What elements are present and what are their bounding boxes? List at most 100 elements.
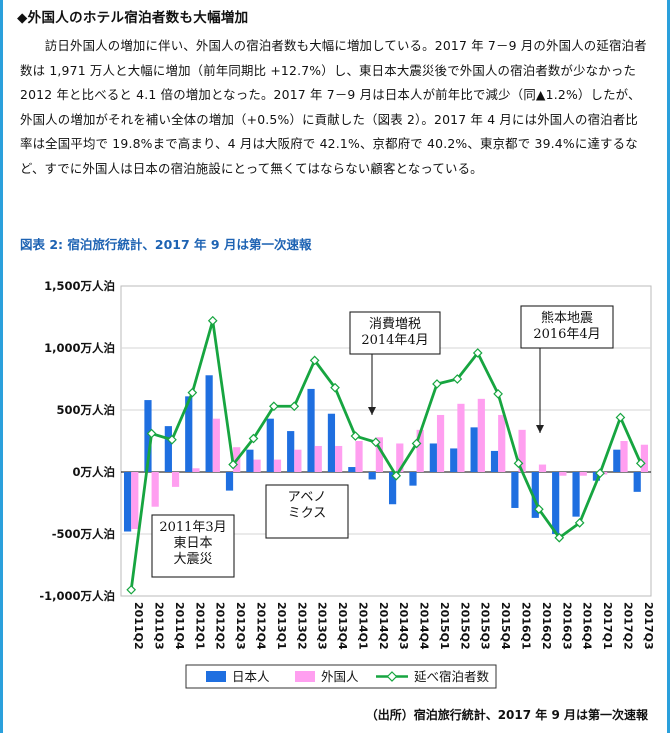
- bar-foreign: [294, 450, 301, 472]
- x-tick-label: 2015Q4: [499, 602, 512, 650]
- bar-japanese: [124, 472, 131, 532]
- bar-foreign: [131, 472, 138, 529]
- bar-foreign: [641, 445, 648, 472]
- bar-foreign: [315, 446, 322, 472]
- bar-foreign: [559, 472, 566, 476]
- bar-japanese: [491, 451, 498, 472]
- bar-japanese: [430, 443, 437, 472]
- legend-label-total: 延べ宿泊者数: [414, 669, 490, 684]
- annotation-arrowhead: [536, 425, 544, 433]
- x-tick-label: 2012Q1: [193, 602, 206, 650]
- bar-foreign: [192, 468, 199, 472]
- bar-foreign: [335, 446, 342, 472]
- bar-japanese: [471, 427, 478, 472]
- bar-japanese: [206, 375, 213, 472]
- bar-japanese: [369, 472, 376, 479]
- bar-foreign: [152, 472, 159, 507]
- bar-foreign: [213, 419, 220, 472]
- bar-japanese: [165, 426, 172, 472]
- body-paragraph: 訪日外国人の増加に伴い、外国人の宿泊者数も大幅に増加している。2017 年 7－…: [20, 34, 650, 181]
- annotation-text: 熊本地震: [541, 310, 593, 326]
- figure-title: 図表 2: 宿泊旅行統計、2017 年 9 月は第一次速報: [20, 234, 311, 253]
- x-tick-label: 2011Q4: [173, 602, 186, 650]
- x-tick-label: 2015Q3: [479, 602, 492, 650]
- x-tick-label: 2011Q3: [153, 602, 166, 650]
- bar-foreign: [539, 465, 546, 472]
- bar-foreign: [457, 404, 464, 472]
- x-tick-label: 2013Q1: [275, 602, 288, 650]
- x-tick-label: 2014Q4: [418, 602, 431, 650]
- annotation-text: アベノ: [288, 490, 327, 505]
- annotation-text: ミクス: [288, 506, 327, 521]
- annotation-text: 2014年4月: [361, 333, 428, 348]
- marker-total: [433, 380, 441, 388]
- bar-japanese: [267, 419, 274, 472]
- bar-foreign: [580, 472, 587, 476]
- x-tick-label: 2013Q2: [295, 602, 308, 650]
- x-tick-label: 2014Q2: [377, 602, 390, 650]
- marker-total: [209, 317, 217, 325]
- y-tick-label: 1,500万人泊: [44, 279, 115, 293]
- bar-foreign: [478, 399, 485, 472]
- x-tick-label: 2012Q2: [214, 602, 227, 650]
- x-tick-label: 2011Q2: [132, 602, 145, 650]
- annotation-text: 大震災: [173, 552, 212, 567]
- x-tick-label: 2016Q3: [560, 602, 573, 650]
- y-tick-label: -1,000万人泊: [39, 589, 115, 603]
- bar-japanese: [307, 389, 314, 472]
- bar-japanese: [226, 472, 233, 491]
- x-tick-label: 2015Q1: [438, 602, 451, 650]
- bar-japanese: [450, 448, 457, 472]
- x-tick-label: 2013Q4: [336, 602, 349, 650]
- marker-total: [616, 413, 624, 421]
- bar-japanese: [613, 450, 620, 472]
- bar-foreign: [274, 460, 281, 472]
- x-tick-label: 2012Q3: [234, 602, 247, 650]
- x-tick-label: 2013Q3: [316, 602, 329, 650]
- marker-total: [188, 389, 196, 397]
- x-tick-label: 2016Q1: [520, 602, 533, 650]
- bar-foreign: [498, 415, 505, 472]
- annotation-text: 東日本: [173, 535, 212, 551]
- bar-japanese: [287, 431, 294, 472]
- bar-foreign: [254, 460, 261, 472]
- legend-label-foreign: 外国人: [321, 669, 359, 684]
- annotation-arrowhead: [368, 407, 376, 415]
- bar-foreign: [437, 415, 444, 472]
- legend: 日本人 外国人 延べ宿泊者数: [186, 665, 496, 688]
- marker-total: [290, 402, 298, 410]
- accommodation-chart: -1,000万人泊 -500万人泊 0万人泊 500万人泊 1,000万人泊 1,500万…: [0, 262, 670, 702]
- source-note: （出所）宿泊旅行統計、2017 年 9 月は第一次速報: [366, 706, 648, 723]
- bar-foreign: [172, 472, 179, 487]
- marker-total: [351, 432, 359, 440]
- bar-japanese: [511, 472, 518, 508]
- legend-swatch-foreign: [295, 671, 315, 682]
- bar-japanese: [552, 472, 559, 534]
- bar-japanese: [634, 472, 641, 492]
- bar-japanese: [572, 472, 579, 517]
- bar-foreign: [620, 441, 627, 472]
- section-heading: ◆外国人のホテル宿泊者数も大幅増加: [17, 6, 248, 26]
- annotation-text: 2016年4月: [533, 327, 600, 342]
- annotation-kumamoto: 熊本地震2016年4月: [521, 306, 613, 433]
- y-tick-label: 0万人泊: [72, 465, 115, 479]
- x-tick-label: 2017Q1: [601, 602, 614, 650]
- x-tick-label: 2015Q2: [458, 602, 471, 650]
- x-tick-label: 2016Q4: [581, 602, 594, 650]
- bar-japanese: [348, 467, 355, 472]
- bar-japanese: [409, 472, 416, 486]
- marker-total: [127, 586, 135, 594]
- x-tick-label: 2014Q3: [397, 602, 410, 650]
- x-tick-label: 2016Q2: [540, 602, 553, 650]
- annotation-text: 消費増税: [369, 317, 421, 332]
- bar-japanese: [328, 414, 335, 472]
- bar-japanese: [246, 450, 253, 472]
- legend-label-japanese: 日本人: [232, 669, 270, 684]
- annotation-text: 2011年3月: [159, 520, 226, 535]
- y-tick-label: 500万人泊: [56, 403, 115, 417]
- legend-swatch-japanese: [206, 671, 226, 682]
- bar-foreign: [355, 441, 362, 472]
